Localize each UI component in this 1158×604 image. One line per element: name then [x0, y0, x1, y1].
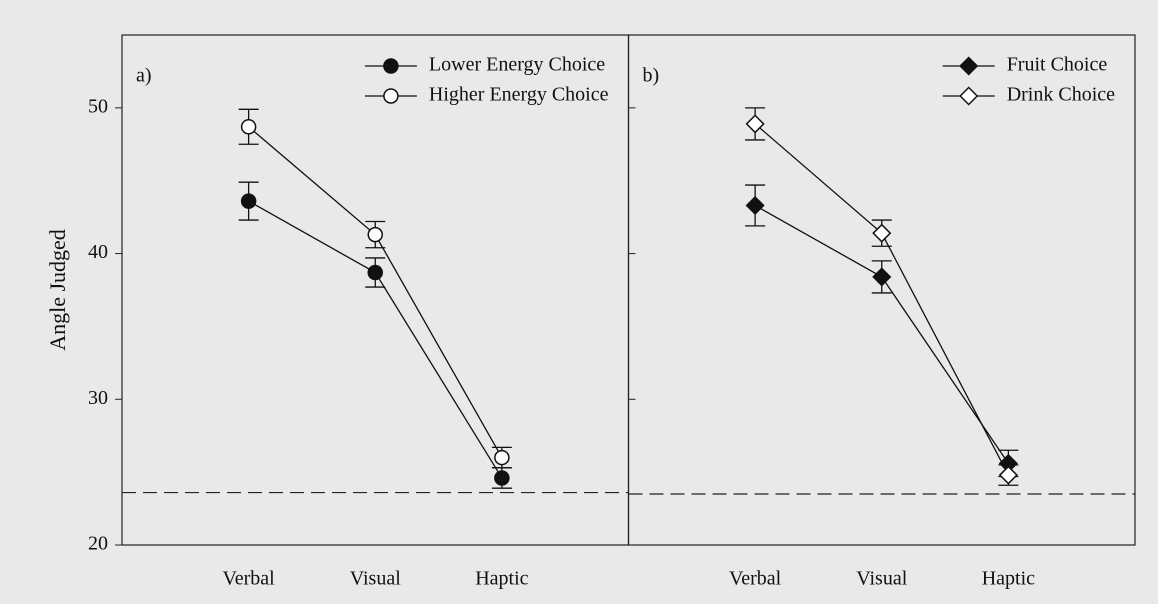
legend-label: Higher Energy Choice [429, 84, 609, 106]
y-tick-label: 40 [88, 241, 108, 263]
x-tick-label: Verbal [729, 568, 782, 590]
legend-label: Fruit Choice [1007, 54, 1108, 76]
x-tick-label: Verbal [223, 568, 276, 590]
plot-frame [121, 34, 630, 546]
series-line [754, 123, 1009, 476]
plot-frame [627, 34, 1136, 546]
panel-label: b) [643, 65, 660, 87]
panel-label: a) [136, 65, 152, 87]
marker [494, 449, 510, 466]
y-tick-label: 50 [88, 95, 108, 117]
marker [240, 119, 257, 135]
x-tick-label: Visual [350, 568, 401, 590]
series-line [248, 126, 503, 458]
marker [367, 264, 383, 281]
y-axis-label: Angle Judged [45, 229, 70, 351]
marker [745, 114, 765, 134]
x-tick-label: Visual [856, 568, 907, 590]
legend-marker [383, 88, 399, 104]
marker [494, 470, 510, 486]
legend-label: Lower Energy Choice [429, 54, 605, 76]
legend-marker [959, 56, 979, 76]
y-tick-label: 30 [88, 387, 108, 409]
x-tick-label: Haptic [982, 568, 1035, 590]
marker [872, 267, 892, 287]
marker [240, 193, 257, 209]
y-tick-label: 20 [88, 533, 108, 555]
marker [745, 195, 765, 216]
marker [872, 223, 892, 243]
marker [367, 226, 383, 243]
legend-marker [959, 86, 979, 106]
legend-marker [383, 58, 399, 74]
marker [998, 465, 1018, 485]
legend-label: Drink Choice [1007, 84, 1115, 106]
x-tick-label: Haptic [475, 568, 528, 590]
